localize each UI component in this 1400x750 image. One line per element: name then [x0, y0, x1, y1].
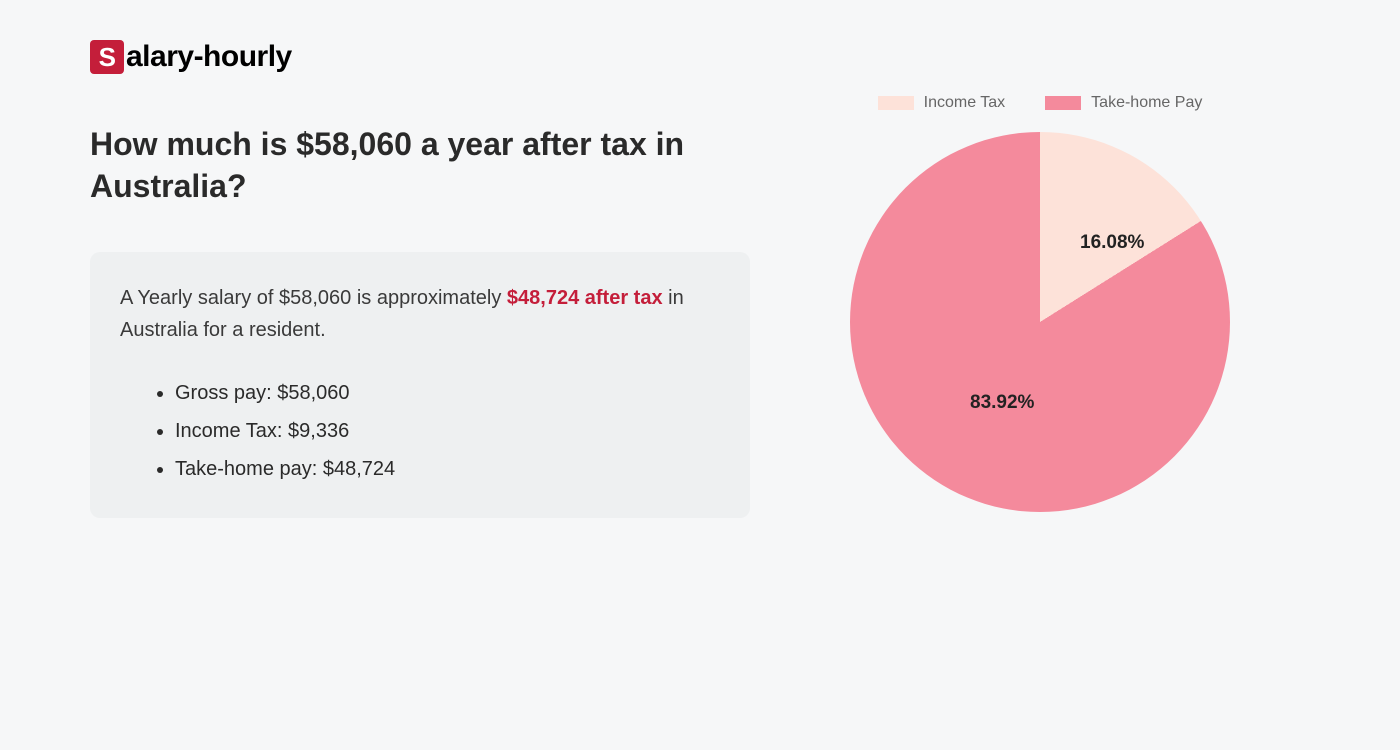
legend-label: Income Tax — [924, 94, 1006, 112]
summary-pre: A Yearly salary of $58,060 is approximat… — [120, 287, 507, 309]
summary-box: A Yearly salary of $58,060 is approximat… — [90, 252, 750, 518]
pie-chart: 16.08% 83.92% — [850, 132, 1230, 512]
page-title: How much is $58,060 a year after tax in … — [90, 124, 750, 207]
summary-paragraph: A Yearly salary of $58,060 is approximat… — [120, 282, 720, 346]
list-item: Gross pay: $58,060 — [175, 374, 720, 412]
legend-swatch — [1045, 96, 1081, 110]
list-item: Take-home pay: $48,724 — [175, 450, 720, 488]
summary-list: Gross pay: $58,060 Income Tax: $9,336 Ta… — [120, 374, 720, 488]
main-content: How much is $58,060 a year after tax in … — [90, 124, 1310, 518]
legend-item-income-tax: Income Tax — [878, 94, 1006, 112]
slice-label-take-home: 83.92% — [970, 392, 1034, 414]
logo-s-badge: S — [90, 40, 124, 74]
chart-legend: Income Tax Take-home Pay — [830, 94, 1250, 112]
legend-item-take-home: Take-home Pay — [1045, 94, 1202, 112]
brand-logo: Salary-hourly — [90, 40, 1310, 74]
summary-highlight: $48,724 after tax — [507, 287, 663, 309]
right-column: Income Tax Take-home Pay 16.08% 83.92% — [830, 124, 1250, 518]
slice-label-income-tax: 16.08% — [1080, 232, 1144, 254]
pie-disc — [850, 132, 1230, 512]
legend-label: Take-home Pay — [1091, 94, 1202, 112]
logo-text: alary-hourly — [126, 40, 292, 74]
legend-swatch — [878, 96, 914, 110]
left-column: How much is $58,060 a year after tax in … — [90, 124, 750, 518]
list-item: Income Tax: $9,336 — [175, 412, 720, 450]
